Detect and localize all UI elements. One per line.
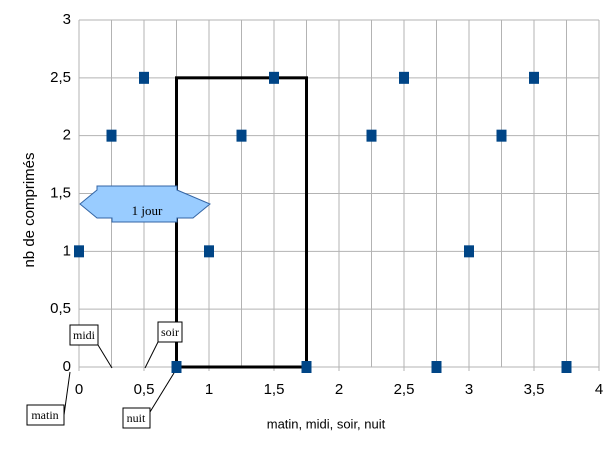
point: [561, 361, 572, 373]
callout-label: nuit: [127, 411, 146, 425]
point: [269, 71, 279, 84]
x-tick-label: 0,5: [134, 381, 155, 398]
callout-box: [69, 324, 99, 346]
y-tick-label: 0,5: [50, 300, 71, 317]
callout-line: [144, 341, 159, 369]
point: [236, 129, 247, 142]
x-tick-label: 2,5: [394, 381, 415, 398]
point: [171, 361, 182, 373]
y-tick-label: 0: [63, 358, 71, 375]
point: [139, 71, 149, 84]
x-tick-label: 3: [465, 381, 473, 398]
point: [301, 361, 312, 373]
callout-line: [97, 344, 113, 369]
x-tick-label: 0: [75, 381, 83, 398]
y-tick-label: 3: [63, 11, 71, 28]
y-tick-label: 2: [63, 127, 71, 144]
point: [74, 245, 84, 258]
arrow-label: 1 jour: [132, 203, 163, 218]
point: [399, 71, 409, 84]
callout-box: [26, 404, 65, 426]
point: [106, 129, 117, 142]
callout-label: midi: [73, 328, 96, 342]
point: [204, 245, 214, 258]
plot: 0 0,5 1 1,5 2 2,5 3 0 0,5 1 1,5 2 2,5 3 3,5 4: [50, 11, 603, 398]
callout-label: soir: [161, 325, 179, 339]
point: [529, 71, 539, 84]
callouts: matin midi soir nuit: [26, 321, 183, 429]
double-arrow: [79, 185, 211, 223]
x-tick-label: 2: [335, 381, 343, 398]
y-tick-label: 1: [63, 242, 71, 259]
callout-box: [122, 407, 151, 429]
callout-label: matin: [31, 408, 58, 422]
callout-line: [63, 371, 71, 416]
point: [366, 129, 377, 142]
y-tick-label: 2,5: [50, 69, 71, 86]
y-axis-label: nb de comprimés: [21, 152, 38, 267]
x-tick-label: 1,5: [264, 381, 285, 398]
x-axis-label: matin, midi, soir, nuit: [267, 416, 386, 431]
point: [464, 245, 474, 258]
callout-box: [157, 321, 183, 343]
arrow-annotation: 1 jour: [79, 185, 211, 223]
x-tick-label: 4: [595, 381, 603, 398]
x-tick-label: 3,5: [524, 381, 545, 398]
y-tick-label: 1,5: [50, 184, 71, 201]
callout-line: [149, 372, 175, 413]
x-tick-label: 1: [205, 381, 213, 398]
point: [496, 129, 507, 142]
point: [431, 361, 442, 373]
